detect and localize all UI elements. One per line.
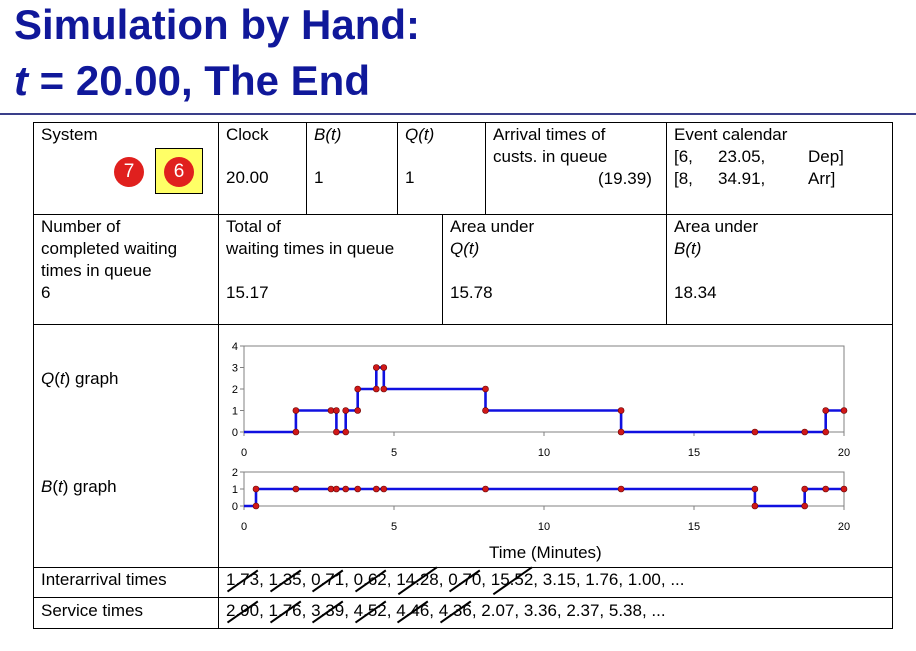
area-b-label-2: B(t) (674, 239, 702, 258)
completed-label-3: times in queue (41, 261, 152, 280)
area-q-value: 15.78 (450, 283, 493, 302)
crossed-interarrival-value: 14.28 (396, 570, 439, 589)
area-q-label-2: Q(t) (450, 239, 480, 258)
slide-title-line2: t = 20.00, The End (14, 58, 370, 104)
service-label: Service times (41, 601, 144, 620)
title-divider (0, 113, 916, 115)
server-customer-icon: 6 (164, 157, 194, 187)
total-wait-label-1: Total of (226, 217, 281, 236)
calendar-event-id: [6, (674, 147, 693, 166)
calendar-event-type: Dep] (808, 147, 844, 166)
col-divider (666, 122, 667, 324)
col-divider (218, 122, 219, 629)
arrival-value: (19.39) (598, 169, 652, 188)
crossed-service-value: 4.36 (438, 601, 472, 620)
system-label: System (41, 125, 98, 144)
qt-value: 1 (405, 168, 415, 187)
row-divider (33, 214, 893, 215)
title-variable: t (14, 57, 28, 104)
area-b-value: 18.34 (674, 283, 717, 302)
crossed-interarrival-value: 0.70 (448, 570, 482, 589)
arrival-label-1: Arrival times of (493, 125, 606, 144)
crossed-service-value: 2.90 (226, 601, 260, 620)
queue-customer-icon: 7 (114, 157, 144, 187)
completed-label-1: Number of (41, 217, 121, 236)
completed-label-2: completed waiting (41, 239, 178, 258)
completed-value: 6 (41, 283, 51, 302)
crossed-interarrival-value: 1.35 (268, 570, 302, 589)
qt-label: Q(t) (405, 125, 435, 144)
crossed-service-value: 4.52 (353, 601, 387, 620)
crossed-service-value: 4.46 (396, 601, 430, 620)
area-b-label-1: Area under (674, 217, 759, 236)
q-graph-label: Q(t) graph (41, 369, 119, 388)
crossed-service-value: 1.76 (268, 601, 302, 620)
col-divider (442, 214, 443, 324)
row-divider (33, 324, 893, 325)
arrival-label-2: custs. in queue (493, 147, 608, 166)
row-divider (33, 597, 893, 598)
crossed-interarrival-value: 0.62 (353, 570, 387, 589)
slide-title-line1: Simulation by Hand: (14, 1, 421, 48)
bt-label: B(t) (314, 125, 342, 144)
calendar-event-type: Arr] (808, 169, 836, 188)
interarrival-label: Interarrival times (41, 570, 167, 589)
interarrival-values: 1.73, 1.35, 0.71, 0.62, 14.28, 0.70, 15.… (226, 570, 685, 589)
clock-label: Clock (226, 125, 269, 144)
calendar-event-time: 34.91, (718, 169, 766, 188)
service-remaining: 2.07, 3.36, 2.37, 5.38, ... (481, 601, 666, 620)
row-divider (33, 567, 893, 568)
bt-value: 1 (314, 168, 324, 187)
time-axis-label: Time (Minutes) (489, 543, 602, 562)
title-rest: = 20.00, The End (28, 57, 370, 104)
total-wait-label-2: waiting times in queue (226, 239, 395, 258)
crossed-service-value: 3.39 (311, 601, 345, 620)
clock-value: 20.00 (226, 168, 269, 187)
col-divider (485, 122, 486, 214)
col-divider (397, 122, 398, 214)
crossed-interarrival-value: 15.52 (490, 570, 534, 589)
calendar-event-time: 23.05, (718, 147, 766, 166)
service-values: 2.90, 1.76, 3.39, 4.52, 4.46, 4.36, 2.07… (226, 601, 666, 620)
crossed-interarrival-value: 0.71 (311, 570, 345, 589)
simulation-table (33, 122, 893, 629)
calendar-label: Event calendar (674, 125, 788, 144)
crossed-interarrival-value: 1.73 (226, 570, 260, 589)
calendar-event-id: [8, (674, 169, 693, 188)
interarrival-remaining: 3.15, 1.76, 1.00, ... (542, 570, 685, 589)
b-graph-label: B(t) graph (41, 477, 117, 496)
area-q-label-1: Area under (450, 217, 535, 236)
total-wait-value: 15.17 (226, 283, 269, 302)
col-divider (306, 122, 307, 214)
